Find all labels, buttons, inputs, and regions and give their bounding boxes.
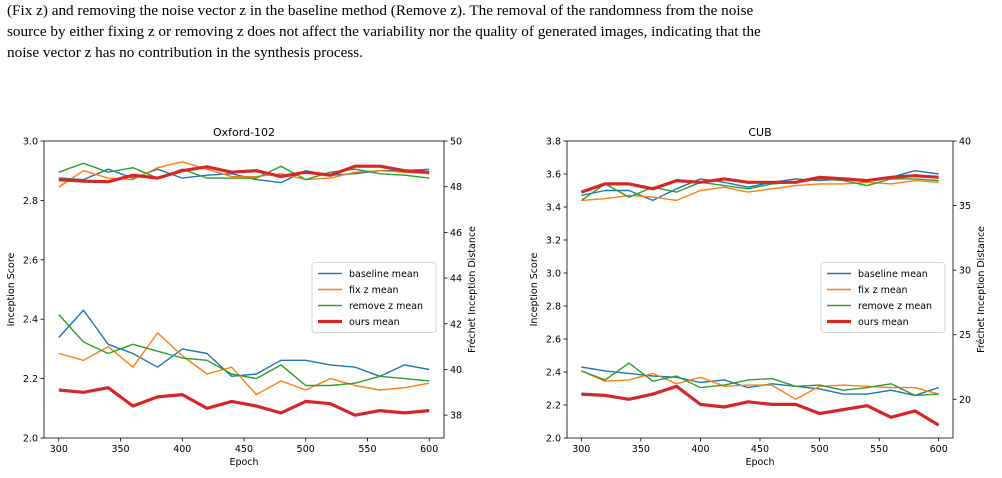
y-left-tick-label: 2.0 bbox=[546, 434, 561, 445]
series-line-fid-fix-z-mean bbox=[58, 332, 430, 396]
series-line-fid-baseline-mean bbox=[581, 366, 939, 397]
legend-box bbox=[820, 262, 946, 333]
x-tick-label: 400 bbox=[691, 444, 709, 455]
y-left-tick-label: 3.4 bbox=[546, 203, 561, 214]
legend-label: fix z mean bbox=[858, 285, 908, 296]
series-line-fid-remove-z-mean bbox=[58, 314, 430, 387]
legend-label: ours mean bbox=[349, 317, 400, 328]
x-tick-label: 400 bbox=[173, 444, 191, 455]
x-tick-label: 350 bbox=[632, 444, 650, 455]
series-line-fid-ours-mean bbox=[58, 386, 430, 417]
caption-line-2: source by either fixing z or removing z … bbox=[7, 23, 761, 40]
y-right-tick-label: 38 bbox=[450, 411, 462, 422]
chart-2: CUB 300 350 400 450 500 550 600 Epoch 2.0 2.2 2.4 2.… bbox=[529, 126, 987, 468]
y-left-tick-label: 3.0 bbox=[23, 137, 38, 148]
y-right-tick-label: 48 bbox=[450, 182, 462, 193]
y-right-tick-label: 35 bbox=[959, 201, 971, 212]
y-left-tick-label: 2.8 bbox=[546, 302, 561, 313]
legend-label: baseline mean bbox=[858, 269, 928, 280]
series-line-is-remove-z-mean bbox=[58, 162, 430, 181]
y-left-tick-label: 2.6 bbox=[23, 255, 38, 266]
y-left-tick-label: 3.0 bbox=[546, 269, 561, 280]
x-axis-label: Epoch bbox=[229, 457, 258, 468]
x-tick-label: 300 bbox=[50, 444, 68, 455]
caption-line-1: (Fix z) and removing the noise vector z … bbox=[7, 2, 754, 19]
legend-box bbox=[311, 262, 437, 333]
y-left-tick-label: 3.2 bbox=[546, 236, 561, 247]
figure-caption: (Fix z) and removing the noise vector z … bbox=[7, 0, 997, 63]
chart-title: Oxford-102 bbox=[213, 126, 275, 139]
legend-label: ours mean bbox=[858, 317, 909, 328]
series-line-is-remove-z-mean bbox=[580, 178, 939, 201]
y-right-axis-label: Fréchet Inception Distance bbox=[976, 226, 987, 353]
series-line-is-ours-mean bbox=[580, 174, 939, 194]
y-right-tick-label: 25 bbox=[959, 330, 971, 341]
y-left-tick-label: 2.6 bbox=[546, 335, 561, 346]
chart-title: CUB bbox=[748, 126, 771, 139]
x-tick-label: 500 bbox=[810, 444, 828, 455]
x-tick-label: 350 bbox=[111, 444, 129, 455]
series-line-fid-ours-mean bbox=[581, 384, 940, 427]
x-tick-label: 300 bbox=[572, 444, 590, 455]
y-right-tick-label: 40 bbox=[450, 365, 462, 376]
x-tick-label: 600 bbox=[420, 444, 438, 455]
caption-line-3: noise vector z has no contribution in th… bbox=[7, 44, 363, 61]
x-tick-label: 450 bbox=[235, 444, 253, 455]
y-left-axis-label: Inception Score bbox=[529, 252, 540, 326]
legend-label: remove z mean bbox=[858, 301, 932, 312]
y-left-tick-label: 2.0 bbox=[23, 434, 38, 445]
series-line-fid-fix-z-mean bbox=[581, 370, 939, 400]
y-right-tick-label: 40 bbox=[959, 137, 971, 148]
x-tick-label: 500 bbox=[297, 444, 315, 455]
series-line-fid-remove-z-mean bbox=[581, 362, 939, 397]
x-tick-label: 450 bbox=[751, 444, 769, 455]
y-left-tick-label: 2.4 bbox=[546, 368, 561, 379]
y-left-tick-label: 2.2 bbox=[23, 374, 38, 385]
series-line-is-ours-mean bbox=[58, 164, 430, 184]
legend-label: remove z mean bbox=[349, 301, 423, 312]
x-tick-label: 550 bbox=[358, 444, 376, 455]
y-left-tick-label: 2.8 bbox=[23, 196, 38, 207]
y-left-tick-label: 2.4 bbox=[23, 315, 38, 326]
y-right-tick-label: 42 bbox=[450, 319, 462, 330]
y-right-tick-label: 50 bbox=[450, 137, 462, 148]
x-tick-label: 550 bbox=[870, 444, 888, 455]
series-line-is-fix-z-mean bbox=[581, 179, 939, 202]
y-right-axis-label: Fréchet Inception Distance bbox=[467, 226, 478, 353]
chart-1: Oxford-102 300 350 400 450 500 550 600 Epoch 2.0 2… bbox=[6, 126, 478, 468]
y-right-tick-label: 20 bbox=[959, 395, 971, 406]
legend-label: baseline mean bbox=[349, 269, 419, 280]
y-right-tick-label: 44 bbox=[450, 274, 462, 285]
y-right-tick-label: 46 bbox=[450, 228, 462, 239]
y-left-tick-label: 3.8 bbox=[546, 137, 561, 148]
legend: baseline mean fix z mean remove z mean ours… bbox=[311, 262, 437, 333]
x-axis-label: Epoch bbox=[745, 457, 774, 468]
y-left-tick-label: 2.2 bbox=[546, 401, 561, 412]
y-left-tick-label: 3.6 bbox=[546, 170, 561, 181]
y-right-tick-label: 30 bbox=[959, 266, 971, 277]
x-tick-label: 600 bbox=[930, 444, 948, 455]
legend: baseline mean fix z mean remove z mean ours… bbox=[820, 262, 946, 333]
legend-label: fix z mean bbox=[349, 285, 399, 296]
y-left-axis-label: Inception Score bbox=[6, 252, 17, 326]
